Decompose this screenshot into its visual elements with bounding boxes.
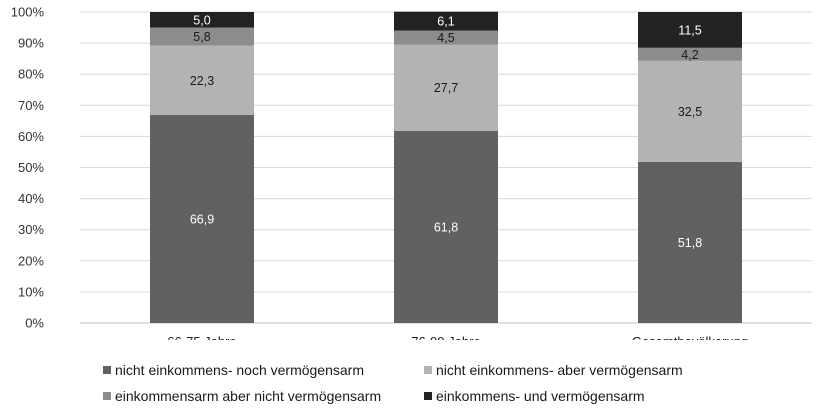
bars: 66,9 22,3 5,8 5,0 61,8 27,7 4,5 6,1 51,8 32,5 4,2 1… xyxy=(150,11,742,323)
legend-swatch xyxy=(424,392,432,400)
y-tick-label: 20% xyxy=(18,253,44,268)
bar-segment xyxy=(150,45,254,115)
legend-swatch xyxy=(424,366,432,374)
y-tick-label: 70% xyxy=(18,98,44,113)
category-label: 76-99 Jahre xyxy=(411,334,480,340)
y-tick-label: 0% xyxy=(25,316,44,331)
category-label: Gesamtbevölkerung xyxy=(632,334,748,340)
bar-segment xyxy=(394,44,498,131)
stacked-bar-chart: 0% 10% 20% 30% 40% 50% 60% 70% 80% 90% 100% 66,9 22… xyxy=(11,5,812,340)
legend-swatch xyxy=(103,392,111,400)
legend-item: einkommensarm aber nicht vermögensarm xyxy=(103,388,381,404)
legend-item: einkommens- und vermögensarm xyxy=(424,388,645,404)
y-tick-label: 90% xyxy=(18,36,44,51)
data-label: 5,8 xyxy=(193,30,210,44)
data-label: 4,5 xyxy=(437,31,454,45)
data-label: 11,5 xyxy=(678,23,701,37)
legend-label: einkommensarm aber nicht vermögensarm xyxy=(115,388,382,404)
data-label: 5,0 xyxy=(193,13,210,27)
bar-segment xyxy=(394,11,498,31)
y-tick-label: 60% xyxy=(18,129,44,144)
bar-segment xyxy=(150,12,254,28)
data-label: 22,3 xyxy=(190,74,214,88)
y-tick-label: 30% xyxy=(18,222,44,237)
x-axis: 66-75 Jahre 76-99 Jahre Gesamtbevölkerung xyxy=(167,334,748,340)
data-label: 32,5 xyxy=(678,105,702,119)
bar-segment xyxy=(150,27,254,46)
legend-label: nicht einkommens- noch vermögensarm xyxy=(115,362,364,378)
data-label: 61,8 xyxy=(434,220,458,234)
bar-segment xyxy=(394,130,498,323)
y-tick-label: 80% xyxy=(18,67,44,82)
data-label: 6,1 xyxy=(437,15,454,29)
legend-label: einkommens- und vermögensarm xyxy=(436,388,645,404)
legend-swatch xyxy=(103,366,111,374)
data-label: 51,8 xyxy=(678,236,702,250)
bar-segment xyxy=(638,12,742,48)
y-tick-label: 100% xyxy=(11,5,45,20)
data-label: 27,7 xyxy=(434,81,458,95)
legend-item: nicht einkommens- noch vermögensarm xyxy=(103,362,364,378)
bar-segment xyxy=(638,161,742,323)
y-tick-label: 40% xyxy=(18,191,44,206)
bar-segment xyxy=(638,60,742,162)
bar-segment xyxy=(150,114,254,323)
legend-label: nicht einkommens- aber vermögensarm xyxy=(436,362,683,378)
bar-segment xyxy=(394,30,498,45)
data-label: 4,2 xyxy=(681,48,698,62)
bar-segment xyxy=(638,47,742,61)
y-tick-label: 10% xyxy=(18,284,44,299)
data-label: 66,9 xyxy=(190,212,214,226)
legend: nicht einkommens- noch vermögensarm nicht… xyxy=(0,362,825,410)
y-tick-label: 50% xyxy=(18,160,44,175)
category-label: 66-75 Jahre xyxy=(167,334,236,340)
legend-item: nicht einkommens- aber vermögensarm xyxy=(424,362,683,378)
